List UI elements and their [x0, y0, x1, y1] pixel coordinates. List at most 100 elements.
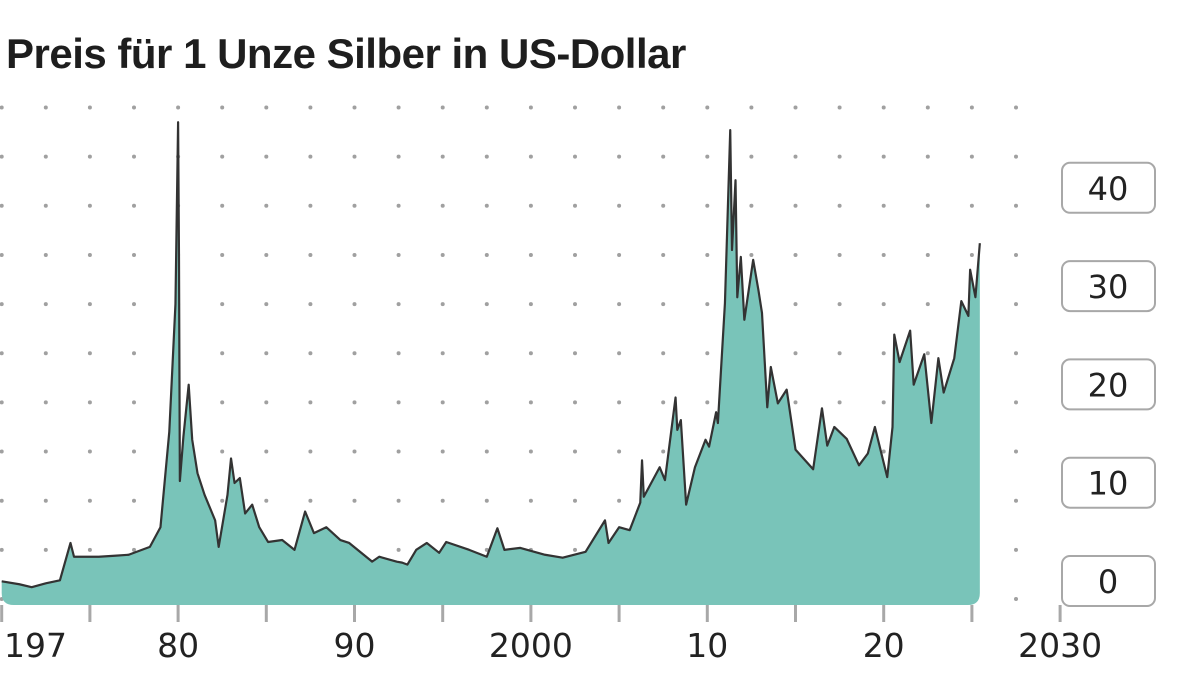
grid-dot: [43, 302, 48, 307]
grid-dot: [793, 252, 798, 257]
grid-dot: [440, 105, 445, 110]
grid-dot: [749, 105, 754, 110]
x-tick-label: 10: [686, 626, 728, 665]
grid-dot: [925, 252, 930, 257]
grid-dot: [1014, 351, 1018, 356]
grid-dot: [0, 547, 4, 552]
grid-dot: [528, 154, 533, 159]
grid-dot: [573, 498, 577, 503]
grid-dot: [0, 449, 4, 454]
grid-dot: [87, 449, 92, 454]
grid-dot: [132, 105, 136, 110]
grid-dot: [573, 302, 577, 307]
grid-dot: [661, 302, 666, 307]
grid-dot: [264, 203, 269, 208]
x-tick-label: 90: [334, 626, 376, 665]
grid-dot: [396, 203, 401, 208]
grid-dot: [617, 203, 622, 208]
price-area-layer: [1, 121, 981, 606]
y-tick-label: 40: [1088, 170, 1129, 208]
grid-dot: [617, 400, 622, 405]
grid-dot: [661, 105, 666, 110]
grid-dot: [0, 498, 4, 503]
grid-dot: [43, 351, 48, 356]
grid-dot: [1014, 597, 1018, 601]
y-tick-label-box: 30: [1061, 260, 1156, 313]
grid-dot: [1014, 203, 1018, 208]
grid-dot: [308, 203, 313, 208]
grid-dot: [749, 252, 754, 257]
y-tick-label-box: 0: [1061, 555, 1156, 607]
grid-dot: [0, 400, 4, 405]
grid-dot: [749, 154, 754, 159]
grid-dot: [308, 252, 313, 257]
grid-dot: [132, 154, 136, 159]
grid-dot: [440, 302, 445, 307]
grid-dot: [264, 252, 269, 257]
grid-dot: [220, 302, 225, 307]
grid-dot: [705, 302, 710, 307]
grid-dot: [969, 252, 974, 257]
grid-dot: [43, 105, 48, 110]
grid-dot: [528, 302, 533, 307]
grid-dot: [1014, 498, 1018, 503]
grid-dot: [440, 252, 445, 257]
price-area: [1, 122, 980, 606]
grid-dot: [793, 154, 798, 159]
grid-dot: [705, 400, 710, 405]
grid-dot: [881, 400, 886, 405]
grid-dot: [837, 203, 842, 208]
grid-dot: [396, 498, 401, 503]
y-tick-label-box: 20: [1061, 358, 1156, 411]
grid-dot: [43, 449, 48, 454]
grid-dot: [440, 498, 445, 503]
y-tick-label: 10: [1088, 465, 1129, 503]
grid-dot: [969, 203, 974, 208]
grid-dot: [925, 154, 930, 159]
grid-dot: [43, 154, 48, 159]
grid-dot: [661, 154, 666, 159]
grid-dot: [308, 498, 313, 503]
x-tick-label: 197: [4, 626, 67, 665]
x-tick-label: 2000: [489, 626, 573, 665]
grid-dot: [87, 203, 92, 208]
grid-dot: [87, 400, 92, 405]
grid-dot: [837, 252, 842, 257]
grid-dot: [440, 203, 445, 208]
grid-dot: [617, 252, 622, 257]
grid-dot: [925, 203, 930, 208]
grid-dot: [43, 252, 48, 257]
grid-dot: [264, 105, 269, 110]
grid-dot: [617, 302, 622, 307]
grid-dot: [308, 302, 313, 307]
grid-dot: [220, 105, 225, 110]
y-label-frame: [1061, 358, 1156, 411]
grid-dot: [617, 105, 622, 110]
grid-dot: [440, 449, 445, 454]
grid-dot: [264, 498, 269, 503]
grid-dot: [881, 203, 886, 208]
grid-dot: [0, 351, 4, 356]
grid-dot: [396, 547, 401, 552]
x-tick-label: 20: [863, 626, 905, 665]
grid-dot: [352, 449, 357, 454]
x-axis: 197 80 90 2000 10 20 2030: [0, 605, 1102, 665]
grid-dot: [132, 400, 136, 405]
grid-dot: [484, 351, 489, 356]
grid-dot: [528, 252, 533, 257]
grid-dot: [573, 105, 577, 110]
grid-dot: [220, 400, 225, 405]
grid-dot: [43, 498, 48, 503]
grid-dot: [573, 547, 577, 552]
grid-dot: [573, 449, 577, 454]
grid-dot: [969, 154, 974, 159]
grid-dot: [87, 154, 92, 159]
grid-dot: [528, 400, 533, 405]
grid-dot: [705, 252, 710, 257]
grid-dot: [308, 449, 313, 454]
grid-dot: [925, 105, 930, 110]
grid-dot: [1014, 154, 1018, 159]
grid-dot: [264, 449, 269, 454]
grid-dot: [396, 105, 401, 110]
